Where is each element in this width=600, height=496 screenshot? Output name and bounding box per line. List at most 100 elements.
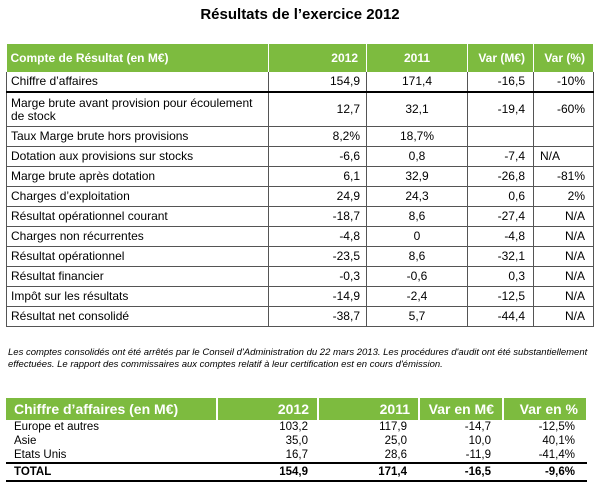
table-cell-v2012: -4,8 (268, 226, 367, 247)
table-cell-v2012: -14,9 (268, 286, 367, 307)
table-cell-v2011: 18,7% (366, 126, 468, 147)
table-row: Marge brute avant provision pour écoulem… (6, 92, 594, 127)
total-cell-v2012: 154,9 (217, 462, 318, 482)
page-title: Résultats de l’exercice 2012 (200, 6, 400, 23)
column-header: Chiffre d’affaires (en M€) (6, 398, 218, 420)
table-cell-var-m: -11,9 (465, 448, 491, 461)
table-cell-var-m: -14,7 (464, 420, 491, 433)
table-row: Taux Marge brute hors provisions 8,2% 18,7… (6, 126, 594, 147)
table-cell-label: Marge brute avant provision pour écoulem… (6, 92, 269, 127)
column-header: Var (%) (533, 44, 594, 72)
column-header: Var (M€) (467, 44, 534, 72)
table-cell-label: Taux Marge brute hors provisions (6, 126, 269, 147)
table-row: Résultat net consolidé -38,7 5,7 -44,4 N/A (6, 306, 594, 327)
table-cell-label: Asie (14, 434, 37, 447)
table-cell-v2012: -38,7 (268, 306, 367, 327)
table-cell-v2011: 25,0 (384, 434, 407, 447)
column-header: Var en % (503, 398, 588, 420)
table-header-row: Chiffre d’affaires (en M€) 2012 2011 Var… (6, 398, 588, 420)
table-cell-var-pct: N/A (533, 246, 594, 267)
revenue-by-region-table: Chiffre d’affaires (en M€) 2012 2011 Var… (6, 398, 588, 482)
table-cell-var-pct: N/A (533, 266, 594, 287)
table-cell-v2012: 35,0 (285, 434, 308, 447)
column-header: 2011 (366, 44, 468, 72)
table-cell-v2012: 103,2 (279, 420, 308, 433)
table-cell-var-pct: -41,4% (538, 448, 575, 461)
table-cell-label: Europe et autres (14, 420, 100, 433)
table-cell-v2011: 0 (366, 226, 468, 247)
table-row: Marge brute après dotation 6,1 32,9 -26,8 -8… (6, 166, 594, 187)
table-cell-label: Chiffre d’affaires (6, 72, 269, 93)
table-cell-label: Dotation aux provisions sur stocks (6, 146, 269, 167)
table-cell-var-pct: -60% (533, 92, 594, 127)
table-cell-var-m: 0,3 (467, 266, 534, 287)
table-cell-v2012: 12,7 (268, 92, 367, 127)
table-cell-var-pct: 2% (533, 186, 594, 207)
table-row: Etats Unis 16,7 28,6 -11,9 -41,4% (6, 448, 587, 463)
column-header: 2012 (268, 44, 367, 72)
income-statement-table: Compte de Résultat (en M€) 2012 2011 Var… (6, 44, 594, 327)
table-cell-var-m: 10,0 (468, 434, 491, 447)
table-row: Asie 35,0 25,0 10,0 40,1% (6, 434, 587, 448)
table-row: Résultat opérationnel courant -18,7 8,6 -27… (6, 206, 594, 227)
table-cell-var-m (467, 126, 534, 147)
table-cell-label: Marge brute après dotation (6, 166, 269, 187)
table-cell-v2012: 16,7 (285, 448, 308, 461)
table-cell-v2012: 8,2% (268, 126, 367, 147)
table-row: Résultat opérationnel -23,5 8,6 -32,1 N/A (6, 246, 594, 267)
table-row: Résultat financier -0,3 -0,6 0,3 N/A (6, 266, 594, 287)
table-cell-label: Résultat opérationnel (6, 246, 269, 267)
table-cell-var-pct: -10% (533, 72, 594, 93)
table-cell-var-m: -27,4 (467, 206, 534, 227)
table-row: Europe et autres 103,2 117,9 -14,7 -12,5% (6, 420, 587, 434)
table-cell-var-m: 0,6 (467, 186, 534, 207)
table-row: Chiffre d’affaires 154,9 171,4 -16,5 -10% (6, 72, 594, 93)
table-row: Dotation aux provisions sur stocks -6,6 0,… (6, 146, 594, 167)
table-cell-var-m: -44,4 (467, 306, 534, 327)
table-cell-v2011: -2,4 (366, 286, 468, 307)
table-cell-var-m: -26,8 (467, 166, 534, 187)
table-cell-var-pct: N/A (533, 206, 594, 227)
table-cell-v2011: 8,6 (366, 246, 468, 267)
table-cell-v2012: -0,3 (268, 266, 367, 287)
table-cell-var-pct: 40,1% (542, 434, 575, 447)
table-cell-var-pct: N/A (533, 286, 594, 307)
table-cell-var-pct: -81% (533, 166, 594, 187)
table-cell-var-m: -32,1 (467, 246, 534, 267)
table-cell-v2012: -6,6 (268, 146, 367, 167)
table-cell-var-m: -4,8 (467, 226, 534, 247)
table-cell-v2011: 32,1 (366, 92, 468, 127)
table-cell-v2011: 32,9 (366, 166, 468, 187)
total-cell-var-m: -16,5 (419, 462, 503, 482)
table-cell-label: Résultat financier (6, 266, 269, 287)
column-header: 2012 (217, 398, 319, 420)
table-cell-label: Impôt sur les résultats (6, 286, 269, 307)
table-cell-var-pct: -12,5% (538, 420, 575, 433)
table-cell-var-m: -16,5 (467, 72, 534, 93)
table-row: Charges d’exploitation 24,9 24,3 0,6 2% (6, 186, 594, 207)
table-cell-label: Résultat opérationnel courant (6, 206, 269, 227)
table-cell-v2012: 6,1 (268, 166, 367, 187)
table-cell-var-pct: N/A (533, 226, 594, 247)
total-cell-label: TOTAL (6, 462, 217, 482)
table-cell-label: Charges non récurrentes (6, 226, 269, 247)
table-cell-var-m: -12,5 (467, 286, 534, 307)
column-header: Compte de Résultat (en M€) (6, 44, 269, 72)
table-cell-label: Charges d’exploitation (6, 186, 269, 207)
table-cell-v2011: 8,6 (366, 206, 468, 227)
table-header-row: Compte de Résultat (en M€) 2012 2011 Var… (6, 44, 594, 72)
table-cell-var-m: -7,4 (467, 146, 534, 167)
table-cell-v2011: 24,3 (366, 186, 468, 207)
table-row: Charges non récurrentes -4,8 0 -4,8 N/A (6, 226, 594, 247)
total-row: TOTAL 154,9 171,4 -16,5 -9,6% (6, 462, 587, 482)
table-cell-var-pct: N/A (533, 306, 594, 327)
table-cell-v2011: 171,4 (366, 72, 468, 93)
total-cell-var-pct: -9,6% (503, 462, 587, 482)
table-row: Impôt sur les résultats -14,9 -2,4 -12,5 N/A (6, 286, 594, 307)
table-cell-var-pct: N/A (533, 146, 594, 167)
table-cell-v2011: 28,6 (384, 448, 407, 461)
total-cell-v2011: 171,4 (318, 462, 419, 482)
table-cell-v2011: 117,9 (379, 420, 407, 433)
table-cell-var-m: -19,4 (467, 92, 534, 127)
table-cell-v2012: 154,9 (268, 72, 367, 93)
